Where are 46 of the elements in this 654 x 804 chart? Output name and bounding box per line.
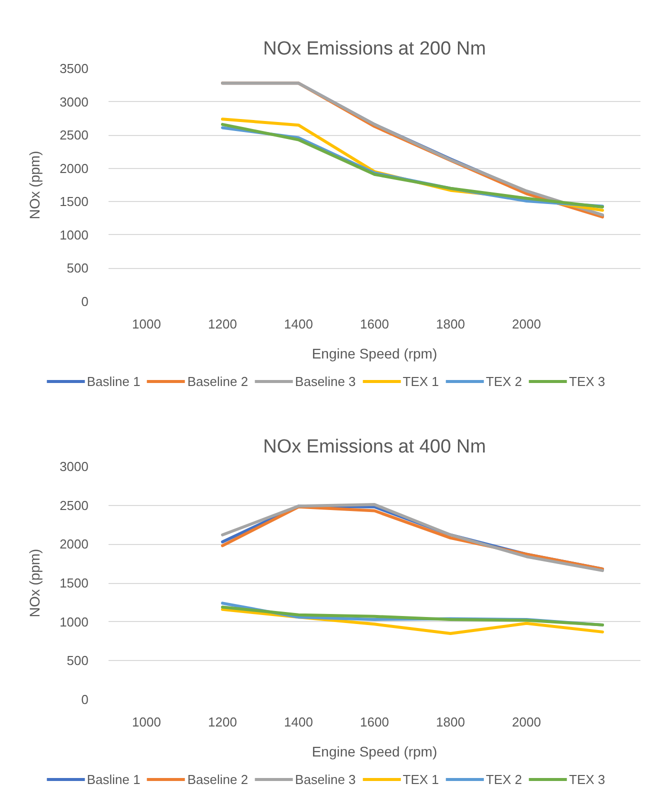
line-series (221, 606, 604, 626)
y-tick-label: 1000 (60, 227, 88, 242)
x-axis-title: Engine Speed (rpm) (312, 744, 438, 760)
x-tick-label: 1600 (360, 316, 389, 332)
x-tick-label: 1800 (436, 316, 465, 332)
y-tick-label: 0 (81, 294, 89, 309)
y-tick-label: 1500 (60, 194, 88, 210)
legend-label: Baseline 3 (295, 772, 356, 786)
x-tick-label: 1200 (208, 316, 237, 332)
x-tick-label: 1600 (360, 714, 389, 730)
y-tick-label: 2000 (60, 536, 88, 552)
x-tick-label: 2000 (512, 714, 541, 730)
y-tick-label: 3000 (60, 94, 88, 110)
x-tick-label: 1000 (132, 316, 161, 332)
y-tick-label: 0 (81, 692, 89, 707)
y-tick-label: 500 (66, 653, 89, 668)
x-tick-label: 1800 (436, 714, 465, 730)
y-tick-label: 2500 (60, 498, 88, 513)
legend-label: Baseline 2 (187, 374, 248, 388)
legend-label: TEX 1 (402, 772, 439, 786)
legend-label: TEX 3 (569, 374, 606, 388)
legend-label: Basline 1 (86, 374, 140, 388)
y-tick-label: 500 (66, 260, 89, 276)
x-tick-label: 1400 (284, 714, 313, 730)
y-tick-label: 1000 (60, 614, 88, 630)
legend-label: TEX 1 (402, 374, 439, 388)
y-tick-label: 2500 (60, 128, 88, 143)
legend-label: Basline 1 (86, 772, 140, 786)
chart-title: NOx Emissions at 400 Nm (263, 436, 486, 458)
x-tick-label: 2000 (512, 316, 541, 332)
legend-label: Baseline 2 (187, 772, 248, 786)
y-tick-label: 1500 (60, 576, 88, 590)
legend-label: TEX 3 (569, 772, 606, 786)
chart-title: NOx Emissions at 200 Nm (263, 38, 486, 60)
x-tick-label: 1400 (284, 316, 313, 332)
y-tick-label: 2000 (60, 160, 88, 176)
x-axis-title: Engine Speed (rpm) (312, 346, 438, 362)
y-axis-title: NOx (ppm) (26, 548, 43, 618)
legend-label: Baseline 3 (295, 374, 356, 388)
y-tick-label: 3500 (60, 61, 88, 76)
legend-label: TEX 2 (486, 772, 522, 786)
x-tick-label: 1000 (132, 714, 161, 730)
y-tick-label: 3000 (60, 459, 88, 474)
x-tick-label: 1200 (208, 714, 237, 730)
legend-label: TEX 2 (486, 374, 522, 388)
y-axis-title: NOx (ppm) (26, 150, 43, 220)
